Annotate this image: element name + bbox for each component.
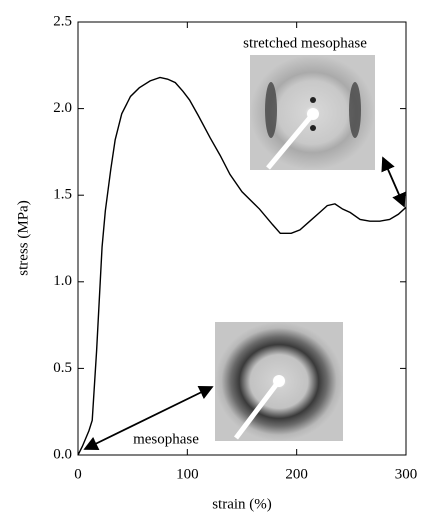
- y-tick-label: 2.5: [53, 13, 72, 29]
- x-axis-label: strain (%): [212, 496, 272, 512]
- x-tick-label: 300: [395, 466, 418, 482]
- x-tick-label: 200: [285, 466, 308, 482]
- y-tick-label: 1.5: [53, 187, 72, 203]
- arrow: [83, 386, 214, 450]
- y-axis-label: stress (MPa): [15, 200, 31, 275]
- y-tick-label: 0.5: [53, 360, 72, 376]
- arrow: [381, 156, 406, 208]
- x-tick-label: 100: [176, 466, 199, 482]
- y-tick-label: 2.0: [53, 100, 72, 116]
- y-tick-label: 1.0: [53, 273, 72, 289]
- line: [77, 76, 407, 456]
- annotation: stretched mesophase: [243, 35, 367, 51]
- y-tick-label: 0.0: [53, 446, 72, 462]
- annotation: mesophase: [133, 431, 199, 447]
- x-tick-label: 0: [74, 466, 82, 482]
- plot-frame: [77, 21, 407, 456]
- inset-image: [215, 322, 343, 441]
- inset-image: [250, 55, 375, 170]
